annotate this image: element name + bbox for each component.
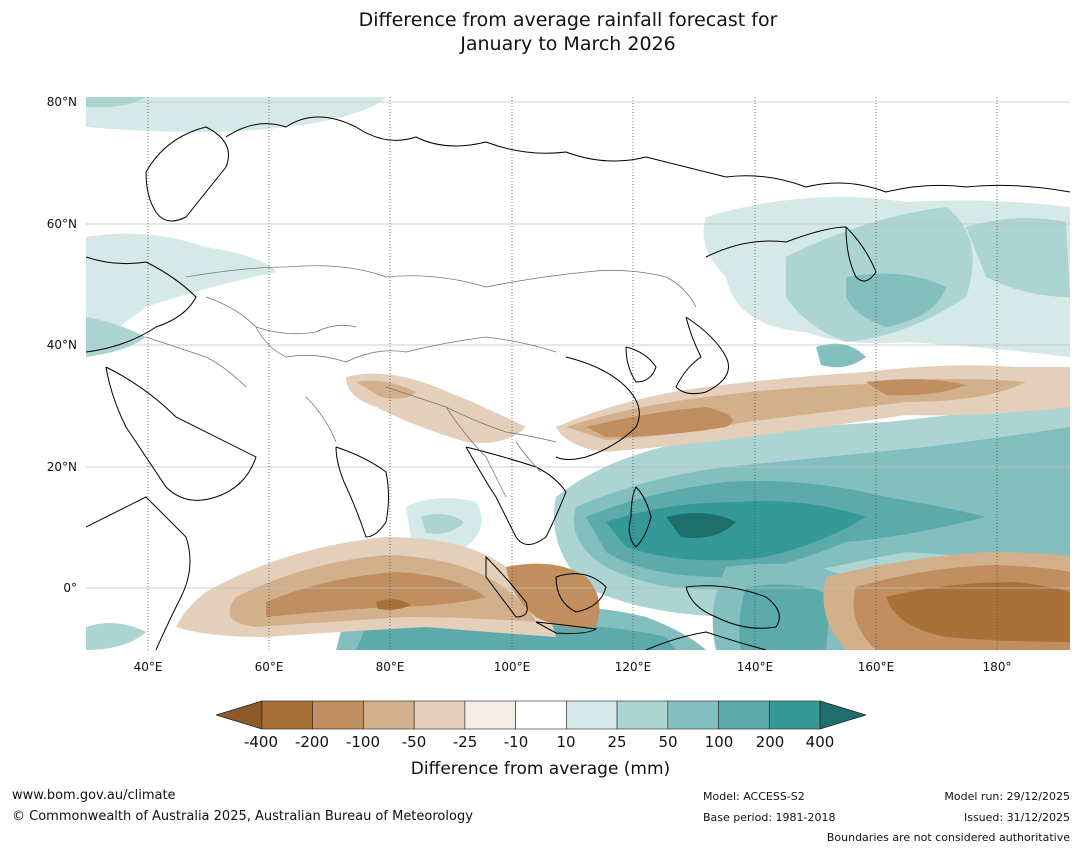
lat-label-60n: 60°N (46, 217, 77, 231)
lat-label-20n: 20°N (46, 460, 77, 474)
colorbar-tick-7: 10 (556, 733, 576, 751)
title-line-1: Difference from average rainfall forecas… (358, 9, 778, 31)
arctic-coast (225, 116, 1070, 193)
base-period: Base period: 1981-2018 (703, 811, 836, 824)
lon-label-60e: 60°E (254, 660, 284, 674)
lat-label-80n: 80°N (46, 95, 77, 109)
colorbar-tick-8: 25 (607, 733, 627, 751)
lat-label-0: 0° (63, 581, 77, 595)
africa-east-coast (86, 496, 191, 650)
colorbar (216, 700, 866, 730)
colorbar-segment (261, 700, 314, 730)
lat-label-40n: 40°N (46, 338, 77, 352)
china-coast (555, 356, 640, 460)
map-title: Difference from average rainfall forecas… (0, 8, 1081, 56)
model-run-date: Model run: 29/12/2025 (944, 790, 1070, 803)
colorbar-tick-10: 100 (704, 733, 734, 751)
europe-wet (86, 233, 276, 347)
latitude-gridlines (86, 101, 1070, 589)
colorbar-segment (312, 700, 364, 730)
colorbar-segment (515, 700, 567, 730)
lon-label-180: 180° (982, 660, 1012, 674)
country-boundaries (145, 265, 697, 498)
bom-url: www.bom.gov.au/climate (12, 788, 176, 803)
colorbar-segment (616, 700, 669, 730)
colorbar-under-arrow (216, 700, 263, 730)
colorbar-over-arrow (819, 700, 866, 730)
colorbar-tick-5: -25 (452, 733, 478, 751)
philippines (628, 486, 652, 548)
colorbar-tick-11: 200 (755, 733, 785, 751)
colorbar-tick-12: 400 (805, 733, 835, 751)
colorbar-segment (464, 700, 516, 730)
arabia-coast (105, 366, 257, 501)
colorbar-segment (718, 700, 770, 730)
new-guinea (685, 585, 780, 629)
europe-coast (86, 256, 197, 353)
borneo (555, 573, 607, 613)
kamchatka-coast (845, 226, 877, 282)
india-coast (335, 446, 389, 538)
colorbar-segments (261, 700, 821, 730)
australia-north (645, 631, 767, 650)
colorbar-tick-2: -200 (294, 733, 330, 751)
longitude-gridlines (147, 97, 998, 650)
korea-coast (625, 346, 657, 383)
lon-label-140e: 140°E (736, 660, 774, 674)
lon-label-160e: 160°E (857, 660, 895, 674)
rainfall-map (86, 97, 1070, 650)
lon-label-80e: 80°E (375, 660, 405, 674)
colorbar-tick-6: -10 (503, 733, 529, 751)
java (535, 621, 598, 634)
colorbar-tick-1: -400 (243, 733, 279, 751)
colorbar-segment (768, 700, 821, 730)
scandinavia (145, 126, 229, 222)
boundary-disclaimer: Boundaries are not considered authoritat… (826, 831, 1070, 844)
wetter-regions (86, 97, 1070, 650)
colorbar-title: Difference from average (mm) (410, 759, 671, 779)
colorbar-segment (363, 700, 415, 730)
colorbar-tick-4: -50 (401, 733, 427, 751)
copyright-notice: © Commonwealth of Australia 2025, Austra… (12, 809, 473, 824)
arctic-wet-band (86, 97, 386, 132)
colorbar-segment (566, 700, 618, 730)
colorbar-segment (413, 700, 466, 730)
drier-regions (176, 365, 1070, 650)
colorbar-tick-3: -100 (345, 733, 381, 751)
title-line-2: January to March 2026 (460, 33, 676, 55)
issued-date: Issued: 31/12/2025 (963, 811, 1070, 824)
colorbar-tick-9: 50 (658, 733, 678, 751)
lon-label-120e: 120°E (614, 660, 652, 674)
lon-label-40e: 40°E (133, 660, 163, 674)
model-name: Model: ACCESS-S2 (703, 790, 805, 803)
japan-coast (675, 316, 729, 395)
colorbar-segment (667, 700, 719, 730)
sumatra (485, 555, 528, 618)
sea-of-okhotsk-coast (705, 226, 847, 258)
lon-label-100e: 100°E (493, 660, 531, 674)
